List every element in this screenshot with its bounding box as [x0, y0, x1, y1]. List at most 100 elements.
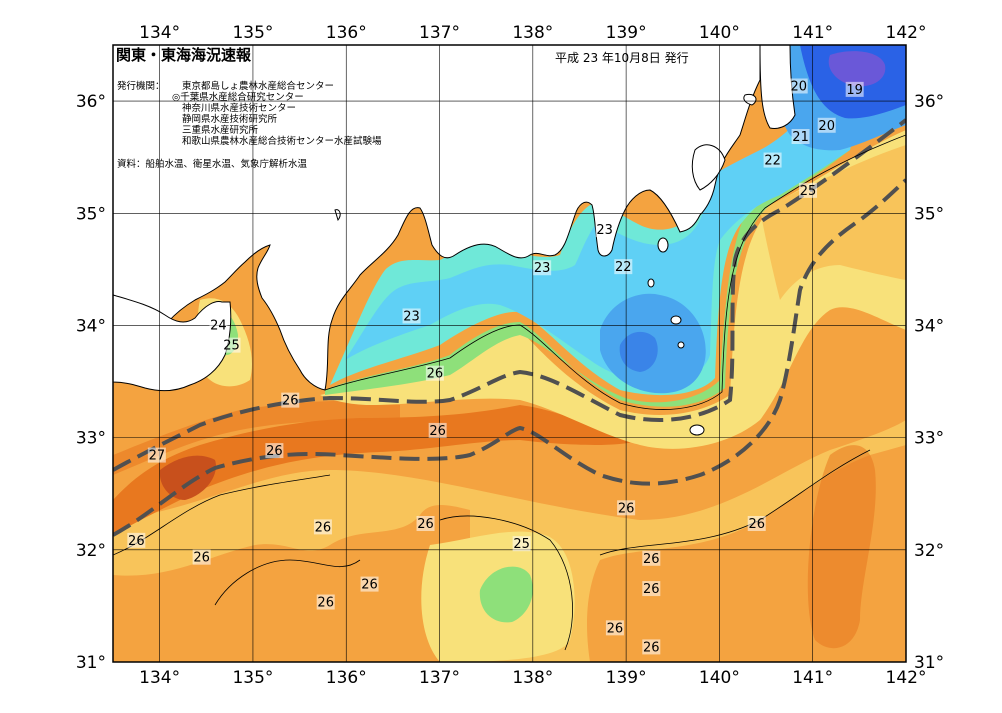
institution-3: 神奈川県水産技術センター: [182, 102, 296, 114]
temperature-value: 26: [643, 640, 660, 655]
temperature-label-bg: [512, 536, 531, 552]
temperature-label-bg: [642, 581, 661, 597]
temperature-label-bg: [817, 117, 836, 133]
data-source: 資料：船舶水温、衛星水温、気象庁解析水温: [117, 158, 308, 170]
temperature-label: 21: [791, 128, 810, 145]
institutions-label: 発行機関：: [117, 80, 165, 92]
temperature-value: 26: [315, 520, 332, 535]
temperature-label: 26: [642, 550, 661, 567]
coldest-spot: [828, 51, 886, 87]
institution-1: 東京都島しょ農林水産総合センター: [182, 80, 334, 92]
longitude-label-bottom: 141°: [792, 668, 833, 688]
longitude-label-bottom: 138°: [512, 668, 553, 688]
longitude-label-bottom: 142°: [886, 668, 927, 688]
latitude-label-left: 36°: [76, 92, 106, 112]
temperature-label-bg: [281, 392, 300, 408]
temperature-label: 26: [281, 392, 300, 409]
temperature-value: 26: [128, 534, 145, 549]
temperature-label: 26: [605, 620, 624, 636]
temperature-label: 26: [425, 365, 444, 382]
cold-pool-core: [619, 331, 658, 372]
izu-islands: [334, 93, 757, 436]
temperature-value: 25: [223, 339, 240, 354]
longitude-labels-bottom: 134° 135° 136° 137° 138° 139° 140° 141° 142°: [139, 668, 926, 688]
temperature-label-bg: [127, 532, 146, 548]
institution-block: 発行機関： 東京都島しょ農林水産総合センター ◎千葉県水産総合研究センター 神奈…: [117, 80, 382, 170]
temperature-label-bg: [605, 620, 624, 636]
longitude-label-bottom: 139°: [606, 668, 647, 688]
temperature-value: 23: [596, 223, 613, 238]
warm-tongue-east: [807, 445, 876, 649]
temperature-label: 26: [747, 516, 766, 532]
latitude-label-right: 32°: [914, 541, 944, 561]
temperature-label-bg: [614, 259, 633, 275]
longitude-label-top: 136°: [326, 23, 367, 43]
temperature-label-bg: [209, 317, 228, 333]
temperature-value: 21: [792, 130, 809, 145]
temperature-value: 26: [618, 501, 635, 516]
temperature-label-bg: [425, 365, 444, 381]
temperature-label: 26: [192, 549, 211, 566]
longitude-label-bottom: 135°: [232, 668, 273, 688]
temperature-value: 19: [846, 83, 863, 98]
temperature-value: 26: [317, 596, 334, 611]
temperature-value: 26: [417, 517, 434, 532]
latitude-label-left: 32°: [76, 541, 106, 561]
temperature-label: 26: [360, 576, 379, 593]
map-title: 関東・東海海況速報: [116, 46, 252, 64]
latitude-label-right: 36°: [914, 92, 944, 112]
latitude-labels-left: 36° 35° 34° 33° 32° 31°: [76, 92, 106, 673]
temperature-value: 27: [149, 449, 166, 464]
temperature-label: 23: [595, 222, 614, 238]
temperature-value: 26: [361, 578, 378, 593]
temperature-label-bg: [316, 594, 335, 610]
latitude-label-left: 31°: [76, 653, 106, 673]
longitude-label-top: 142°: [886, 23, 927, 43]
temperature-value: 26: [748, 517, 765, 532]
temperature-label-bg: [845, 81, 864, 97]
temperature-label-bg: [617, 500, 636, 516]
temperature-label-bg: [222, 337, 241, 353]
temperature-label-bg: [642, 550, 661, 566]
temperature-value: 26: [429, 424, 446, 439]
temperature-value: 26: [607, 621, 624, 636]
longitude-label-top: 134°: [139, 23, 180, 43]
longitude-label-bottom: 137°: [419, 668, 460, 688]
temperature-value: 23: [534, 261, 551, 276]
temperature-label: 26: [313, 519, 332, 535]
hot-spot: [159, 455, 216, 500]
latitude-label-right: 33°: [914, 429, 944, 449]
latitude-label-right: 34°: [914, 316, 944, 336]
temperature-labels: 19 20 20 21 22 25 23 23 22 23 24 25 26 26 26 27 26 26 26 26…: [127, 78, 864, 655]
temperature-label: 23: [402, 308, 421, 324]
temperature-label-bg: [360, 576, 379, 592]
longitude-label-top: 141°: [792, 23, 833, 43]
temperature-value: 25: [513, 537, 530, 552]
temperature-value: 25: [800, 184, 817, 199]
temperature-label: 26: [642, 581, 661, 597]
temperature-label: 19: [845, 81, 864, 98]
green-patch-south: [479, 566, 533, 623]
temperature-value: 20: [818, 119, 835, 134]
temperature-value: 26: [643, 582, 660, 597]
latitude-label-left: 35°: [76, 204, 106, 224]
temperature-label-bg: [265, 443, 284, 459]
institution-6: 和歌山県農林水産総合技術センター水産試験場: [182, 135, 382, 147]
map-frame: [112, 44, 907, 663]
temperature-label: 27: [147, 447, 166, 464]
green-water: [325, 95, 906, 407]
longitude-label-top: 138°: [512, 23, 553, 43]
temperature-label: 25: [222, 337, 241, 354]
temperature-label: 20: [789, 78, 808, 95]
temperature-value: 26: [282, 394, 299, 409]
temperature-value: 24: [210, 318, 227, 333]
temperature-label-bg: [747, 516, 766, 532]
temperature-value: 26: [643, 552, 660, 567]
temperature-label: 25: [799, 182, 818, 199]
temperature-label-bg: [791, 128, 810, 144]
temperature-label: 26: [416, 516, 435, 532]
temperature-value: 22: [615, 260, 632, 275]
temperature-value: 26: [427, 367, 444, 382]
